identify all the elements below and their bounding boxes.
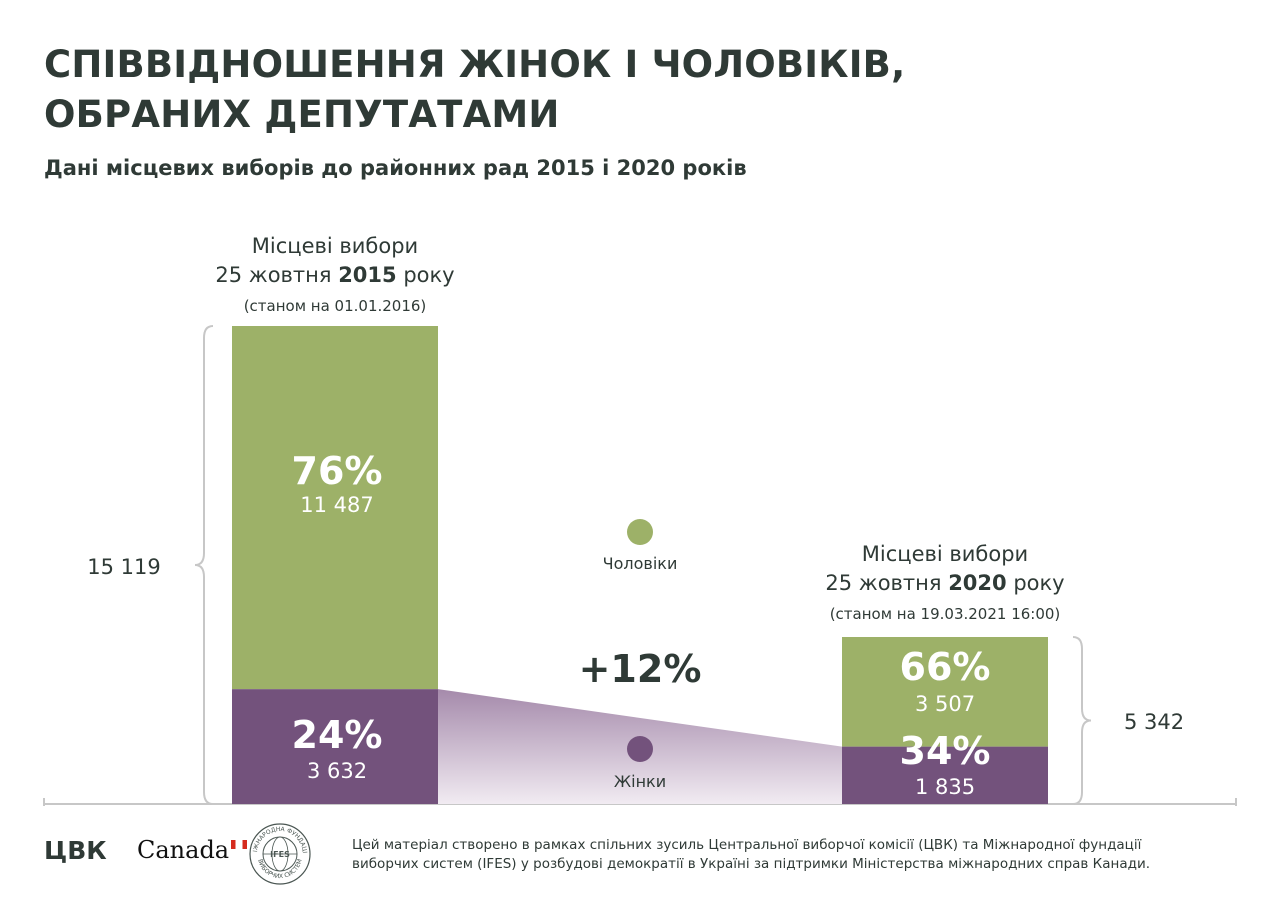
women-value-label-2015: 3 632	[307, 759, 367, 783]
women-value-label-2020: 1 835	[915, 775, 975, 799]
canada-flag-icon	[231, 840, 248, 849]
legend-women-marker	[627, 736, 653, 762]
svg-text:ВИБОРЧИХ СИСТЕМ: ВИБОРЧИХ СИСТЕМ	[256, 858, 304, 880]
bar-men-2015	[232, 326, 438, 690]
women-change-label: +12%	[579, 647, 702, 691]
ifes-seal-logo: МІЖНАРОДНА ФУНДАЦІЯ ВИБОРЧИХ СИСТЕМ IFES	[248, 822, 311, 885]
bar-heading-line1-2015: Місцеві вибори	[252, 234, 418, 258]
total-label-2020: 5 342	[1124, 710, 1184, 734]
bar-heading-note-2020: (станом на 19.03.2021 16:00)	[830, 605, 1061, 623]
women-percent-label-2015: 24%	[292, 713, 383, 757]
bar-women-2020	[842, 746, 1048, 804]
ifes-seal-center: IFES	[270, 850, 290, 859]
footer-text-line-2: виборчих систем (IFES) у розбудові демок…	[352, 856, 1151, 872]
cvk-logo: ЦВК	[44, 836, 107, 865]
legend-men-marker	[627, 519, 653, 545]
bar-women-2015	[232, 689, 438, 804]
canada-logo: Canada	[137, 836, 248, 864]
legend-women-label: Жінки	[614, 772, 666, 791]
ifes-seal-arc-bottom: ВИБОРЧИХ СИСТЕМ	[256, 858, 304, 880]
legend-men-label: Чоловіки	[603, 554, 678, 573]
bar-heading-line1-2020: Місцеві вибори	[862, 542, 1028, 566]
footer-disclaimer: Цей матеріал створено в рамках спільних …	[352, 836, 1242, 874]
page-title-line-2: ОБРАНИХ ДЕПУТАТАМИ	[44, 93, 560, 136]
total-label-2015: 15 119	[87, 555, 160, 579]
women-percent-label-2020: 34%	[900, 729, 991, 773]
page-subtitle: Дані місцевих виборів до районних рад 20…	[44, 156, 747, 180]
total-brace-2015	[194, 325, 214, 805]
canada-wordmark: Canada	[137, 836, 230, 864]
bar-heading-line2-2015: 25 жовтня 2015 року	[215, 263, 454, 287]
page-title-line-1: СПІВВІДНОШЕННЯ ЖІНОК І ЧОЛОВІКІВ,	[44, 43, 906, 86]
footer-text-line-1: Цей матеріал створено в рамках спільних …	[352, 837, 1142, 853]
bar-heading-line2-2020: 25 жовтня 2020 року	[825, 571, 1064, 595]
total-brace-2020	[1072, 636, 1092, 805]
men-value-label-2015: 11 487	[300, 493, 373, 517]
bar-heading-note-2015: (станом на 01.01.2016)	[244, 297, 427, 315]
men-percent-label-2020: 66%	[900, 645, 991, 689]
bar-men-2020	[842, 637, 1048, 747]
page-title: СПІВВІДНОШЕННЯ ЖІНОК І ЧОЛОВІКІВ, ОБРАНИ…	[44, 40, 905, 140]
men-percent-label-2015: 76%	[292, 449, 383, 493]
men-value-label-2020: 3 507	[915, 692, 975, 716]
